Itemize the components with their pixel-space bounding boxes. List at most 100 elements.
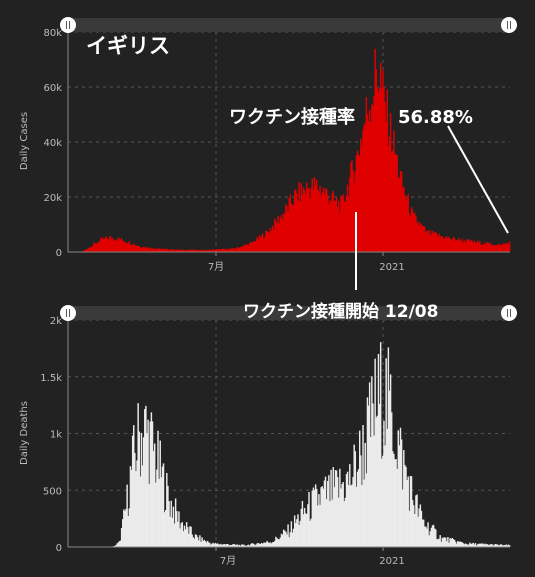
cases-bar: [196, 250, 199, 252]
cases-bar: [464, 242, 467, 252]
deaths-bar: [377, 353, 380, 547]
cases-bar: [497, 244, 500, 252]
deaths-bar: [202, 540, 204, 547]
cases-bar: [410, 207, 413, 252]
cases-bar: [504, 243, 506, 252]
cases-bar: [490, 243, 492, 252]
cases-bar: [278, 223, 280, 252]
deaths-range-slider[interactable]: [68, 306, 510, 320]
cases-bar: [500, 244, 502, 252]
deaths-bar: [291, 532, 294, 547]
cases-bar: [344, 201, 347, 252]
cases-bar: [448, 236, 450, 252]
deaths-bar: [355, 486, 358, 547]
cases-bar: [286, 206, 288, 252]
cases-bar: [308, 188, 310, 252]
deaths-bar: [325, 499, 328, 547]
cases-bar: [249, 242, 252, 252]
cases-bar: [91, 246, 93, 252]
cases-range-slider[interactable]: [68, 18, 510, 32]
deaths-y-axis-label: Daily Deaths: [19, 401, 30, 465]
cases-bar: [213, 249, 215, 252]
cases-y-tick-label: 40k: [43, 138, 62, 149]
deaths-bar: [462, 543, 465, 547]
cases-bar: [360, 138, 362, 252]
cases-bar: [368, 109, 371, 252]
cases-bar: [271, 225, 274, 252]
cases-bar: [116, 240, 118, 252]
deaths-bar: [494, 544, 497, 547]
cases-bar: [219, 249, 221, 252]
cases-bar: [387, 145, 390, 252]
deaths-bar: [421, 519, 424, 547]
cases-bar: [158, 248, 160, 252]
cases-bar: [303, 189, 306, 252]
deaths-bar: [205, 542, 208, 547]
cases-bar: [247, 245, 250, 252]
pause-handle-icon[interactable]: [501, 305, 517, 321]
deaths-bar: [365, 473, 368, 547]
cases-bar: [188, 249, 190, 252]
cases-bar: [104, 238, 106, 252]
cases-bar: [162, 248, 165, 252]
cases-bar: [152, 248, 155, 252]
cases-bar: [425, 232, 427, 252]
cases-bar: [332, 190, 334, 252]
cases-bar: [452, 236, 455, 252]
cases-bar: [160, 249, 163, 252]
deaths-bar: [498, 545, 501, 547]
cases-bar: [436, 233, 438, 252]
cases-bar: [392, 150, 394, 252]
cases-bar: [245, 245, 247, 252]
deaths-bar: [497, 545, 500, 547]
deaths-bar: [370, 437, 372, 547]
cases-bar: [494, 245, 497, 252]
deaths-bar: [122, 519, 124, 547]
deaths-bar: [148, 484, 150, 547]
deaths-bar: [268, 543, 271, 547]
deaths-bar: [219, 544, 221, 547]
cases-bar: [205, 249, 208, 252]
cases-bar: [404, 195, 406, 252]
cases-bar: [401, 187, 404, 252]
deaths-bar: [408, 510, 411, 547]
deaths-bar: [320, 487, 322, 547]
deaths-bar: [482, 543, 484, 547]
cases-bar: [403, 186, 405, 252]
deaths-bar: [247, 544, 250, 547]
deaths-bar: [506, 545, 509, 547]
deaths-bar: [470, 543, 472, 547]
deaths-bar: [140, 432, 143, 547]
deaths-bar: [260, 542, 263, 547]
cases-bar: [98, 240, 101, 252]
cases-bar: [419, 222, 422, 252]
cases-bar: [458, 238, 460, 252]
pause-handle-icon[interactable]: [60, 17, 76, 33]
deaths-bar: [181, 522, 183, 547]
cases-bar: [336, 206, 339, 252]
cases-bar: [174, 249, 177, 252]
deaths-bar: [179, 528, 181, 547]
deaths-bar: [150, 412, 153, 547]
cases-bar: [482, 243, 484, 252]
deaths-bar: [246, 545, 249, 547]
deaths-bar: [245, 545, 247, 547]
cases-bar: [356, 150, 359, 252]
deaths-bar: [279, 537, 282, 547]
pause-handle-icon[interactable]: [501, 17, 517, 33]
cases-bar: [446, 236, 448, 252]
deaths-bar: [162, 463, 165, 547]
cases-bar: [352, 170, 354, 252]
cases-bar: [163, 248, 166, 252]
deaths-bar: [432, 524, 435, 547]
cases-bar: [361, 145, 363, 252]
cases-bar: [398, 177, 401, 252]
pause-handle-icon[interactable]: [60, 305, 76, 321]
deaths-bars: [113, 342, 511, 547]
cases-bar: [192, 250, 194, 252]
cases-bar: [372, 105, 374, 252]
deaths-bar: [427, 522, 429, 547]
deaths-bar: [332, 467, 334, 547]
cases-bar: [166, 248, 168, 252]
deaths-bar: [382, 455, 384, 547]
